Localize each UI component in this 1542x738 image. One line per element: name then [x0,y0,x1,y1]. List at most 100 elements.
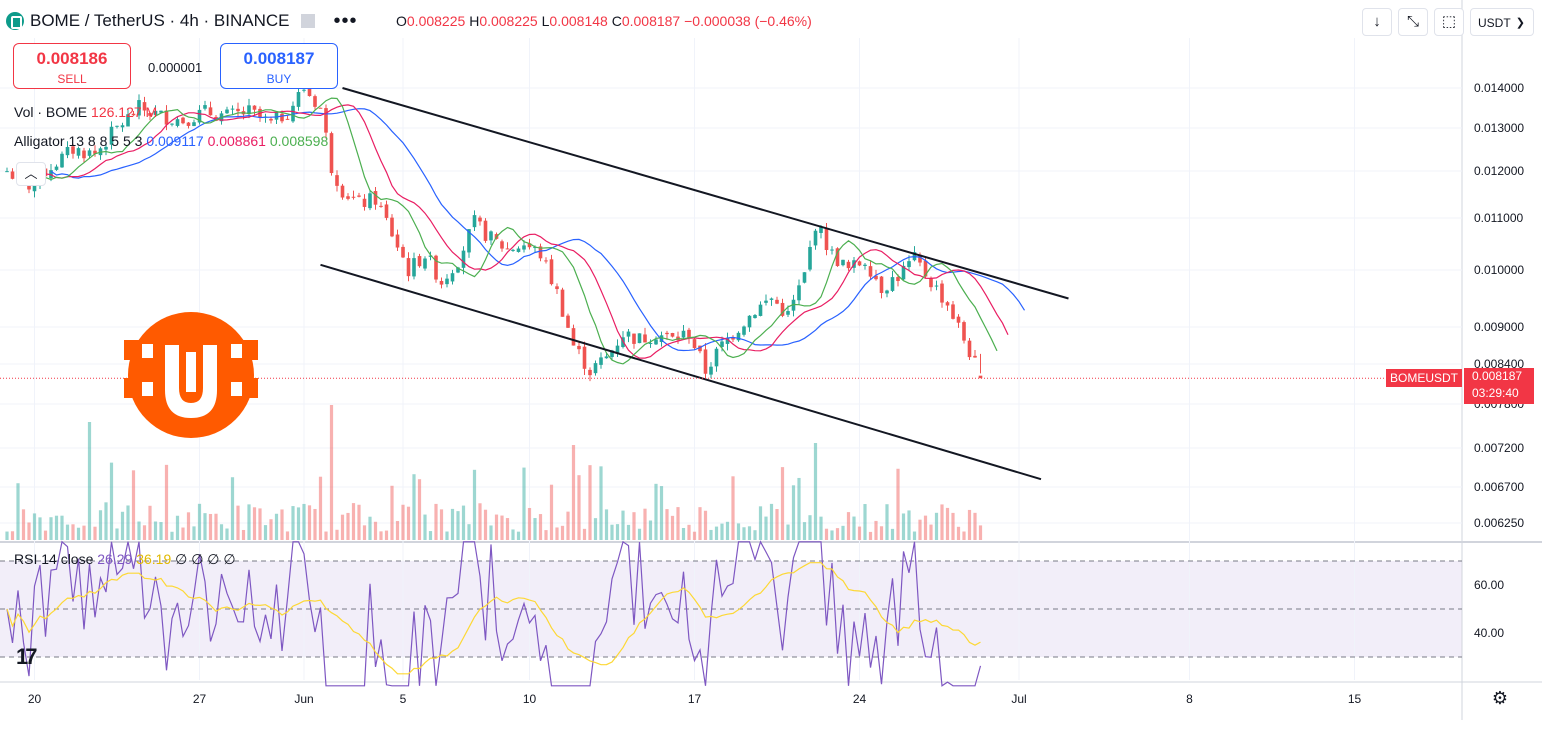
alligator-legend[interactable]: Alligator 13 8 8 5 5 3 0.009117 0.008861… [14,133,329,149]
candle-body [951,304,955,319]
price-axis-label: 0.014000 [1474,81,1524,95]
volume-bar [225,528,229,540]
logo-bar [124,340,258,360]
candle-body [830,249,834,251]
down-arrow-icon[interactable]: ↓ [1362,8,1392,36]
candle-body [923,260,928,277]
candle-body [747,315,752,328]
rsi-ma-line [6,562,981,675]
volume-bar [709,529,713,540]
candle-body [582,346,587,369]
candle-body [483,220,488,241]
candle-body [412,258,416,277]
volume-bar [368,516,372,540]
volume-bar [192,526,196,540]
volume-bar [593,518,598,540]
candle-body [907,261,911,268]
volume-bar [769,503,774,540]
volume-bar [791,485,796,540]
volume-bar [186,512,191,540]
volume-bar [874,520,878,540]
candle-body [76,148,81,156]
volume-bar [357,504,361,540]
candle-body [742,326,746,335]
volume-bar [373,521,378,540]
volume-bar [236,505,240,540]
sell-button[interactable]: 0.008186 SELL [13,43,131,89]
volume-bar [956,526,961,540]
volume-bar [912,531,917,540]
volume-legend[interactable]: Vol · BOME 126.127 M [14,104,158,120]
candlestick-series [5,83,983,382]
candle-body [522,245,526,250]
volume-bar [835,528,840,540]
candle-body [544,260,548,262]
candle-body [841,259,845,266]
volume-bar [153,521,158,540]
grid-lines [0,38,1462,680]
candle-body [857,261,862,266]
candle-body [973,355,977,358]
volume-bar [379,531,383,540]
candle-body [467,229,471,253]
candle-body [797,285,801,301]
time-axis-label: 17 [688,692,702,706]
volume-bar [175,515,180,540]
restore-icon[interactable]: ⬚ [1434,8,1464,36]
volume-bar [71,524,75,540]
buy-button[interactable]: 0.008187 BUY [220,43,338,89]
volume-bar [302,503,306,540]
volume-bar [412,474,416,540]
volume-bar [445,531,449,540]
candle-body [868,266,873,277]
volume-bar [434,503,438,540]
volume-bar [456,511,460,540]
volume-bar [665,509,669,540]
volume-bar [670,515,675,540]
volume-bar [269,519,273,540]
candle-body [456,267,460,273]
time-axis-label: 10 [523,692,537,706]
candle-body [439,280,444,285]
candle-body [615,345,620,354]
candle-body [593,363,598,374]
time-axis-label: Jun [294,692,313,706]
candle-body [731,337,735,340]
volume-bar [450,508,455,540]
candle-body [808,246,812,270]
rsi-legend[interactable]: RSI 14 close 26.29 36.19 ∅ ∅ ∅ ∅ [14,551,236,567]
volume-bar [467,524,471,540]
logo-mark [142,382,153,396]
price-axis-label: 0.011000 [1474,211,1523,225]
volume-bar [401,504,405,540]
volume-bar [901,513,906,540]
volume-bar [940,504,944,540]
expand-icon[interactable]: ⤡ [1398,8,1428,36]
currency-select[interactable]: USDT ❯ [1470,8,1534,36]
candle-body [142,102,147,111]
volume-bar [104,502,108,540]
candle-body [192,122,196,127]
volume-bar [120,511,125,540]
candle-body [549,259,554,285]
volume-bar [159,522,163,540]
candle-body [824,228,829,250]
candle-body [659,335,664,342]
volume-bar [555,527,559,540]
candle-body [368,193,372,209]
settings-icon[interactable]: ⚙ [1491,688,1509,708]
volume-series [5,405,983,540]
volume-bar [747,526,752,540]
candle-body [901,265,906,280]
volume-bar [841,525,845,540]
symbol-header[interactable]: BOME / TetherUS · 4h · BINANCE ••• [6,7,358,35]
candle-body [87,150,92,156]
candle-body [786,311,790,315]
candle-body [560,289,565,317]
candle-body [945,302,950,306]
candle-body [632,333,636,344]
more-options-icon[interactable]: ••• [333,9,358,32]
collapse-legend-button[interactable]: ︿ [16,162,46,186]
time-axis-label: Jul [1011,692,1026,706]
